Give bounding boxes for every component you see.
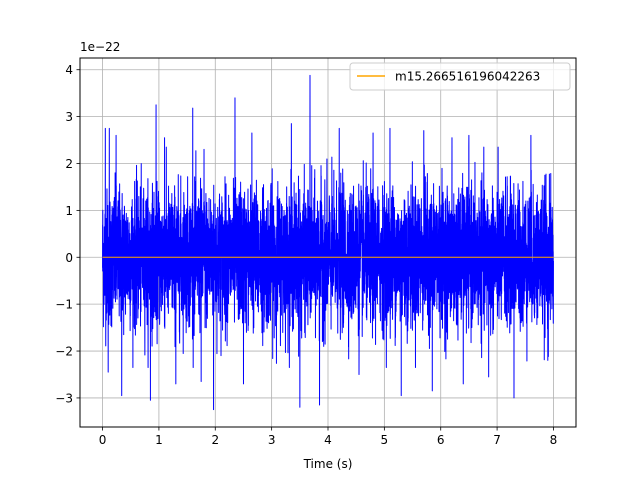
x-axis-label: Time (s) (303, 457, 353, 471)
x-tick-label: 7 (493, 433, 501, 447)
signal-series-line (102, 74, 554, 411)
y-axis-ticks: −3 −2 −1 0 1 2 3 4 (55, 63, 80, 405)
y-tick-label: −1 (55, 298, 73, 312)
legend: m15.266516196042263 (349, 62, 571, 91)
x-tick-label: 6 (437, 433, 445, 447)
y-tick-label: 0 (65, 251, 73, 265)
y-tick-label: 1 (65, 204, 73, 218)
x-axis-ticks: 0 1 2 3 4 5 6 7 8 (99, 427, 558, 447)
y-tick-label: 2 (65, 157, 73, 171)
x-tick-label: 1 (155, 433, 163, 447)
x-tick-label: 8 (550, 433, 558, 447)
x-tick-label: 0 (99, 433, 107, 447)
grid-lines (80, 58, 576, 427)
y-tick-label: −3 (55, 391, 73, 405)
x-tick-label: 4 (324, 433, 332, 447)
x-tick-label: 3 (268, 433, 276, 447)
x-tick-label: 2 (211, 433, 219, 447)
legend-box (349, 62, 571, 91)
series-layer (102, 74, 554, 411)
y-tick-label: 3 (65, 110, 73, 124)
legend-entry-label: m15.266516196042263 (395, 70, 540, 84)
y-axis-offset-label: 1e−22 (80, 40, 120, 54)
y-tick-label: 4 (65, 63, 73, 77)
x-tick-label: 5 (381, 433, 389, 447)
y-tick-label: −2 (55, 345, 73, 359)
